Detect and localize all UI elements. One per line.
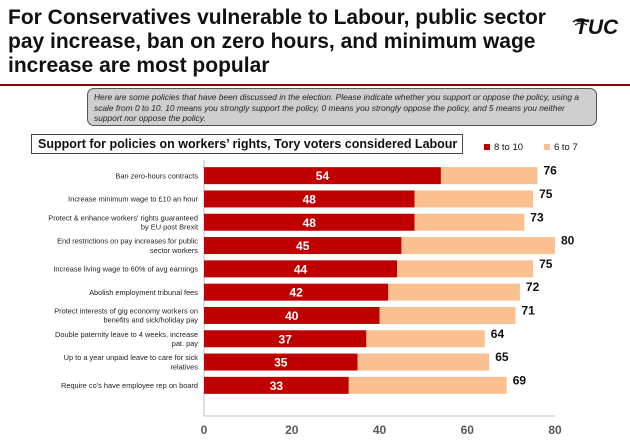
legend-item-6-to-7: 6 to 7: [544, 140, 578, 154]
total-label: 80: [561, 234, 575, 248]
bar-6-to-7: [357, 353, 490, 371]
bar-6-to-7: [401, 237, 555, 255]
category-label: Protect & enhance workers' rights guaran…: [48, 213, 198, 231]
total-label: 64: [491, 327, 505, 341]
bar-8-to-10: [204, 283, 389, 301]
value-label-8-to-10: 45: [296, 239, 310, 253]
bar-8-to-10: [204, 167, 441, 185]
bar-8-to-10: [204, 306, 380, 324]
x-tick-label: 60: [461, 423, 475, 437]
value-label-8-to-10: 48: [303, 192, 317, 206]
value-label-8-to-10: 42: [289, 286, 303, 300]
bar-6-to-7: [440, 167, 538, 185]
bar-6-to-7: [388, 283, 520, 301]
tuc-logo-icon: [572, 18, 590, 26]
bar-8-to-10: [204, 190, 415, 208]
legend-label: 8 to 10: [494, 141, 524, 153]
category-label: Double paternity leave to 4 weeks, incre…: [55, 330, 198, 348]
x-tick-label: 20: [285, 423, 299, 437]
category-label: Increase living wage to 60% of avg earni…: [53, 264, 198, 273]
total-label: 73: [530, 210, 544, 224]
category-label: Require co's have employee rep on board: [61, 381, 198, 390]
category-label: End restrictions on pay increases for pu…: [57, 237, 198, 255]
bar-6-to-7: [348, 376, 507, 394]
category-label: Abolish employment tribunal fees: [89, 288, 198, 297]
total-label: 65: [495, 350, 509, 364]
bar-8-to-10: [204, 376, 349, 394]
value-label-8-to-10: 33: [270, 379, 284, 393]
value-label-8-to-10: 54: [316, 169, 330, 183]
question-text: Here are some policies that have been di…: [87, 88, 597, 126]
value-label-8-to-10: 37: [278, 332, 292, 346]
bar-6-to-7: [366, 330, 485, 348]
bar-8-to-10: [204, 260, 398, 278]
value-label-8-to-10: 44: [294, 262, 308, 276]
bar-6-to-7: [414, 190, 534, 208]
bar-6-to-7: [414, 213, 525, 231]
logo-text: TUC: [575, 16, 619, 39]
category-label: Up to a year unpaid leave to care for si…: [64, 353, 199, 371]
total-label: 76: [543, 164, 557, 178]
x-tick-label: 0: [201, 423, 208, 437]
bar-6-to-7: [379, 306, 516, 324]
total-label: 75: [539, 187, 553, 201]
value-label-8-to-10: 35: [274, 356, 288, 370]
value-label-8-to-10: 40: [285, 309, 299, 323]
legend-item-8-to-10: 8 to 10: [484, 140, 523, 154]
page-title: For Conservatives vulnerable to Labour, …: [8, 6, 546, 77]
value-label-8-to-10: 48: [303, 216, 317, 230]
total-label: 69: [513, 373, 527, 387]
category-label: Protect interests of gig economy workers…: [54, 306, 198, 324]
total-label: 72: [526, 280, 540, 294]
bar-8-to-10: [204, 330, 367, 348]
bar-6-to-7: [397, 260, 534, 278]
title-divider: [0, 84, 630, 86]
total-label: 71: [522, 303, 536, 317]
chart-title: Support for policies on workers’ rights,…: [31, 134, 463, 154]
category-label: Increase minimum wage to £10 an hour: [68, 195, 198, 204]
legend-swatch: [544, 144, 550, 150]
bar-8-to-10: [204, 213, 415, 231]
x-tick-label: 80: [548, 423, 562, 437]
legend-label: 6 to 7: [554, 141, 578, 153]
legend-swatch: [484, 144, 490, 150]
category-label: Ban zero-hours contracts: [115, 171, 198, 180]
bar-8-to-10: [204, 353, 358, 371]
bar-8-to-10: [204, 237, 402, 255]
total-label: 75: [539, 257, 553, 271]
x-tick-label: 40: [373, 423, 387, 437]
tuc-logo: TUC: [567, 14, 627, 46]
